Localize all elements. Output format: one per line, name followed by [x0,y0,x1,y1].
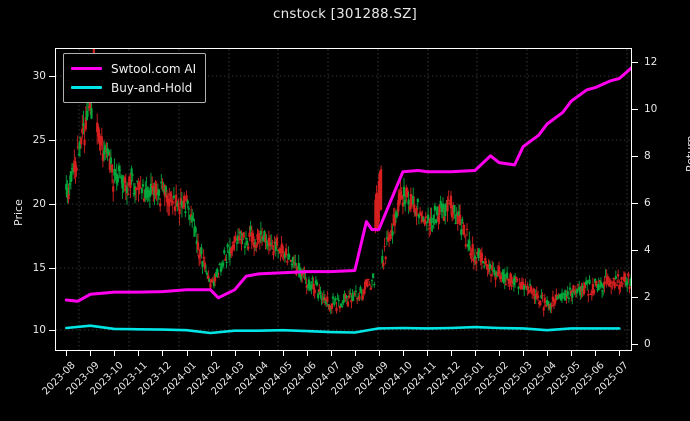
x-tickmark-2025-02 [499,351,501,356]
x-tickmark-2024-04 [258,351,260,356]
y-tick-right-8: 8 [644,150,651,162]
x-tickmark-2025-05 [571,351,573,356]
y-tickmark-left-15 [49,268,55,269]
x-tickmark-2025-06 [595,351,597,356]
y-tickmark-right-10 [632,109,638,110]
x-tickmark-2023-10 [114,351,116,356]
x-tickmark-2024-02 [210,351,212,356]
y-tick-right-4: 4 [644,244,651,256]
x-tickmark-2024-05 [282,351,284,356]
y-tickmark-left-20 [49,204,55,205]
legend-label-benchmark: Buy-and-Hold [111,80,193,95]
legend-item-benchmark: Buy-and-Hold [71,78,196,97]
x-tickmark-2024-06 [306,351,308,356]
x-tickmark-2025-03 [523,351,525,356]
y-tick-right-0: 0 [644,338,651,350]
chart-title: cnstock [301288.SZ] [272,6,418,22]
plot-area [55,48,632,351]
x-tickmark-2024-03 [234,351,236,356]
chart-svg [56,49,631,350]
x-tickmark-2024-08 [354,351,356,356]
x-tickmark-2025-01 [475,351,476,356]
y-tickmark-right-4 [632,250,638,251]
x-tickmark-2023-12 [162,351,164,356]
x-tickmark-2024-09 [378,351,380,356]
y-tick-left-10: 10 [32,324,46,336]
y-tickmark-right-2 [632,297,638,298]
chart-legend: Swtool.com AI Buy-and-Hold [63,53,207,103]
x-tickmark-2025-07 [619,351,621,356]
y-tick-right-2: 2 [644,291,651,303]
legend-item-strategy: Swtool.com AI [71,59,196,78]
y-tickmark-left-10 [49,330,55,331]
x-tickmark-2025-04 [547,351,549,356]
legend-swatch-benchmark [71,86,102,89]
y-tickmark-right-8 [632,156,638,157]
y-tickmark-right-0 [632,344,638,345]
y-tickmark-left-30 [49,76,55,77]
legend-swatch-strategy [71,67,102,70]
x-tickmark-2024-07 [330,351,332,356]
x-tickmark-2024-01 [186,351,188,356]
y-tick-left-25: 25 [32,134,46,146]
y-tick-left-30: 30 [32,70,46,82]
legend-label-strategy: Swtool.com AI [111,61,197,76]
y-tick-right-12: 12 [644,56,658,68]
y-tickmark-right-6 [632,203,638,204]
x-tickmark-2023-08 [66,351,68,356]
y-axis-right-label: Return [684,135,690,172]
y-tick-right-6: 6 [644,197,651,209]
benchmark-line [65,324,621,335]
y-tickmark-left-25 [49,140,55,141]
y-tick-left-15: 15 [32,262,46,274]
x-tickmark-2024-11 [426,351,428,356]
y-tick-right-10: 10 [644,103,658,115]
x-tickmark-2024-12 [450,351,452,356]
x-tickmark-2023-11 [138,351,140,356]
y-tick-left-20: 20 [32,198,46,210]
x-tickmark-2023-09 [90,351,92,356]
y-tickmark-right-12 [632,62,638,63]
strategy-line [64,66,631,303]
x-tickmark-2024-10 [402,351,404,356]
